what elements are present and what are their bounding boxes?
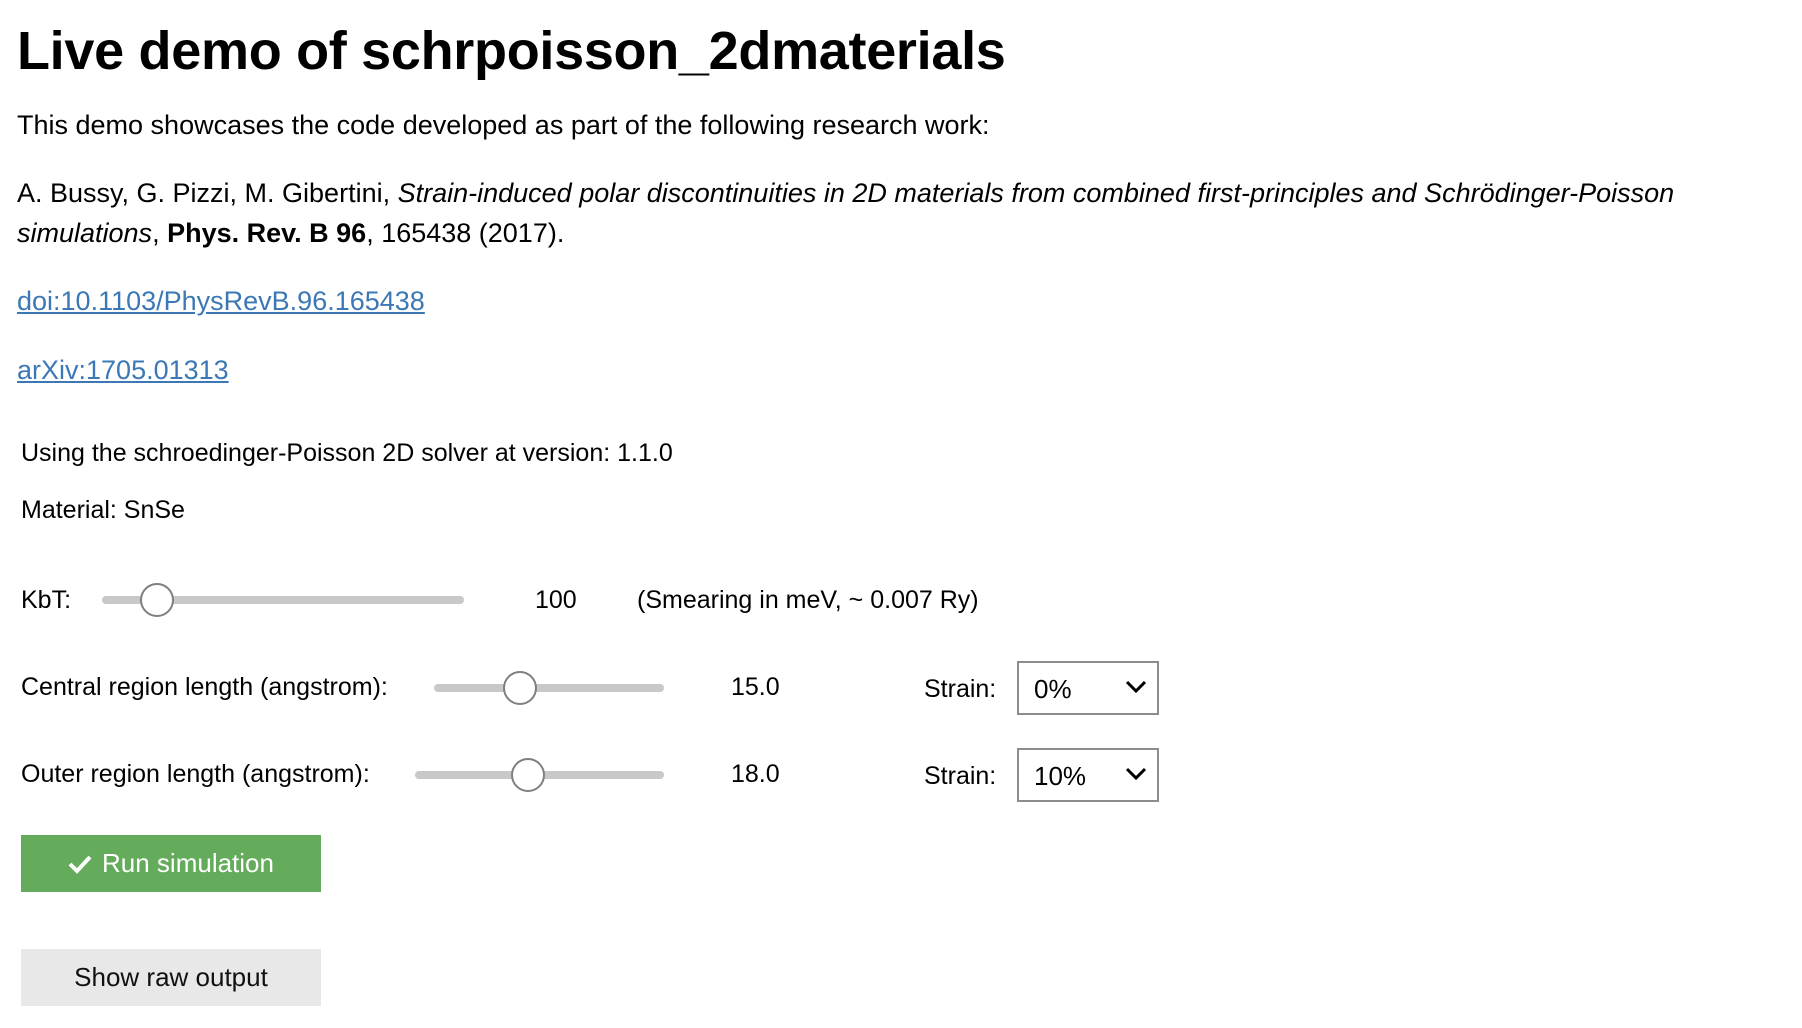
page-title: Live demo of schrpoisson_2dmaterials xyxy=(17,21,1006,81)
kbt-slider-track xyxy=(102,596,464,604)
doi-link[interactable]: doi:10.1103/PhysRevB.96.165438 xyxy=(17,286,425,316)
central-slider-thumb[interactable] xyxy=(503,671,538,705)
version-text: Using the schroedinger-Poisson 2D solver… xyxy=(21,439,673,467)
kbt-slider-thumb[interactable] xyxy=(140,583,175,617)
kbt-label: KbT: xyxy=(21,586,72,614)
citation-paper-title: Strain-induced polar discontinuities in … xyxy=(397,178,1675,208)
run-simulation-label: Run simulation xyxy=(102,848,274,878)
outer-strain-select[interactable]: 10% xyxy=(1017,748,1159,802)
chevron-down-icon xyxy=(1125,680,1147,694)
run-simulation-button[interactable]: Run simulation xyxy=(21,835,321,892)
show-raw-output-label: Show raw output xyxy=(74,962,268,992)
citation-line-2: simulations, Phys. Rev. B 96, 165438 (20… xyxy=(17,218,564,249)
citation-paper-title-cont: simulations xyxy=(17,218,153,248)
central-slider-track xyxy=(434,684,664,692)
central-strain-label: Strain: xyxy=(924,675,997,703)
outer-strain-value: 10% xyxy=(1034,761,1087,791)
citation-sep: , xyxy=(152,218,168,248)
intro-text: This demo showcases the code developed a… xyxy=(17,110,990,140)
citation-rest: , 165438 (2017). xyxy=(366,218,565,248)
outer-length-slider[interactable] xyxy=(415,755,664,795)
outer-strain-label: Strain: xyxy=(924,762,997,790)
citation-journal: Phys. Rev. B 96 xyxy=(167,218,367,248)
show-raw-output-button[interactable]: Show raw output xyxy=(21,949,321,1006)
citation-authors: A. Bussy, G. Pizzi, M. Gibertini, xyxy=(17,178,398,208)
kbt-value: 100 xyxy=(535,586,577,614)
central-strain-value: 0% xyxy=(1034,674,1072,704)
checkmark-icon xyxy=(68,855,92,874)
central-length-label: Central region length (angstrom): xyxy=(21,673,388,701)
central-length-value: 15.0 xyxy=(731,673,780,701)
central-length-slider[interactable] xyxy=(434,668,664,708)
chevron-down-icon xyxy=(1125,767,1147,781)
kbt-note: (Smearing in meV, ~ 0.007 Ry) xyxy=(637,586,979,614)
outer-slider-thumb[interactable] xyxy=(511,758,546,792)
citation-line-1: A. Bussy, G. Pizzi, M. Gibertini, Strain… xyxy=(17,178,1674,209)
central-strain-select[interactable]: 0% xyxy=(1017,661,1159,715)
material-text: Material: SnSe xyxy=(21,496,185,524)
outer-length-value: 18.0 xyxy=(731,760,780,788)
arxiv-link[interactable]: arXiv:1705.01313 xyxy=(17,355,229,385)
outer-length-label: Outer region length (angstrom): xyxy=(21,760,370,788)
kbt-slider[interactable] xyxy=(102,580,464,620)
